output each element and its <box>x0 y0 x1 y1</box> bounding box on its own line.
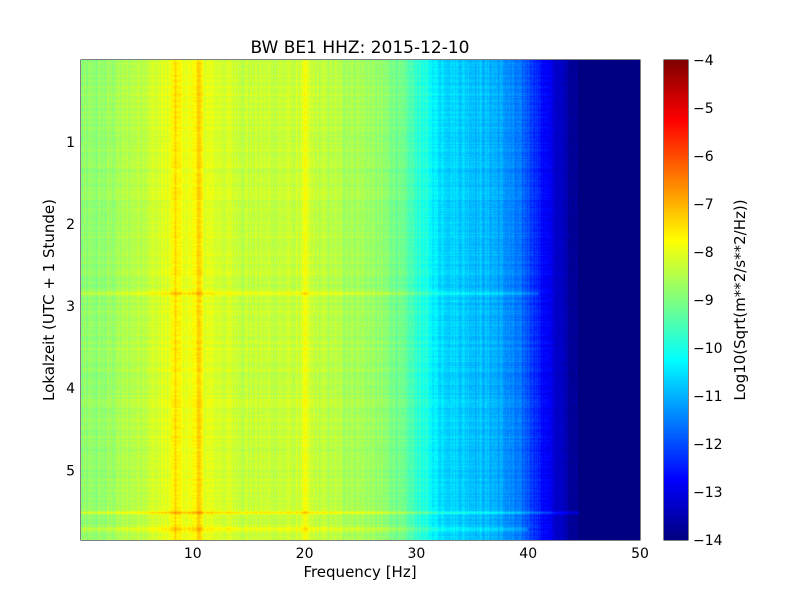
colorbar-tick-label: −12 <box>693 437 723 453</box>
colorbar-tick-label: −11 <box>693 389 723 405</box>
colorbar-tick-label: −8 <box>693 245 714 261</box>
colorbar-tick-label: −6 <box>693 149 714 165</box>
y-axis-label: Lokalzeit (UTC + 1 Stunde) <box>40 199 58 401</box>
x-tick-label: 50 <box>631 546 649 562</box>
colorbar-tick-label: −10 <box>693 341 723 357</box>
colorbar-tick-label: −7 <box>693 197 714 213</box>
x-axis: 10 20 30 40 50 <box>184 60 649 562</box>
colorbar-tick-label: −4 <box>693 53 714 69</box>
x-tick-label: 30 <box>407 546 425 562</box>
colorbar-tick-label: −9 <box>693 293 714 309</box>
x-axis-label: Frequency [Hz] <box>303 563 416 581</box>
colorbar-label: Log10(Sqrt(m**2/s**2/Hz)) <box>731 199 749 400</box>
y-tick-label: 3 <box>66 299 75 315</box>
colorbar-tick-label: −14 <box>693 533 723 549</box>
y-tick-label: 4 <box>66 381 75 397</box>
chart-title: BW BE1 HHZ: 2015-12-10 <box>250 38 469 58</box>
colorbar-axis: −14 −13 −12 −11 −10 −9 −8 −7 −6 −5 −4 <box>664 53 723 549</box>
colorbar-tick-label: −13 <box>693 485 723 501</box>
x-tick-label: 20 <box>296 546 314 562</box>
colorbar-tick-label: −5 <box>693 101 714 117</box>
y-tick-label: 5 <box>66 463 75 479</box>
y-tick-label: 2 <box>66 217 75 233</box>
colorbar <box>664 60 688 540</box>
y-tick-label: 1 <box>66 135 75 151</box>
x-tick-label: 10 <box>184 546 202 562</box>
x-tick-label: 40 <box>519 546 537 562</box>
spectrogram-heatmap <box>81 60 640 540</box>
